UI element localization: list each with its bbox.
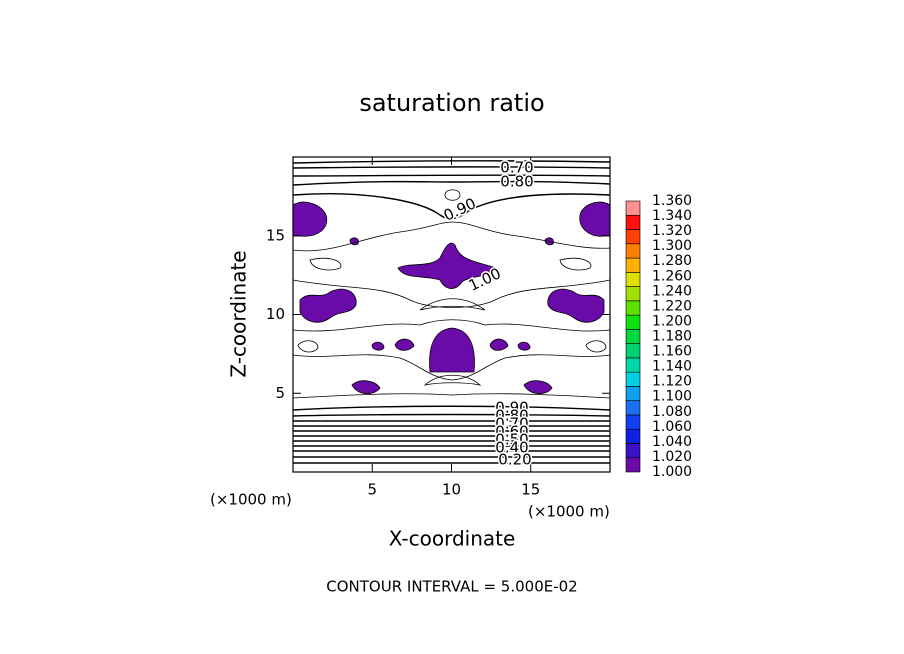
colorbar-label: 1.180 <box>652 329 692 345</box>
x-tick-label: 15 <box>521 481 540 499</box>
contour-line <box>292 193 611 220</box>
shaded-region <box>371 341 385 351</box>
colorbar-label: 1.220 <box>652 298 692 314</box>
colorbar-box <box>625 214 641 230</box>
colorbar-label: 1.360 <box>652 193 692 209</box>
contour-label: 0.70 <box>495 415 528 433</box>
chart-title: saturation ratio <box>359 89 544 117</box>
colorbar-box <box>625 243 641 259</box>
contour-label: 0.60 <box>495 423 528 441</box>
colorbar-box <box>625 386 641 401</box>
colorbar-label: 1.100 <box>652 389 692 405</box>
colorbar-label: 1.060 <box>652 419 692 435</box>
contour-label: 0.90 <box>495 399 528 417</box>
x-axis-label: X-coordinate <box>389 527 516 551</box>
contour-line <box>292 160 611 164</box>
colorbar-box <box>625 286 641 302</box>
shaded-region <box>292 201 328 237</box>
contour-line <box>292 279 611 308</box>
colorbar-label: 1.320 <box>652 223 692 239</box>
colorbar-box <box>625 229 641 245</box>
shaded-region <box>397 242 497 289</box>
colorbar-box <box>625 414 641 430</box>
colorbar-box <box>625 300 641 316</box>
colorbar-label: 1.340 <box>652 208 692 224</box>
x-unit-right: (×1000 m) <box>528 503 610 521</box>
contour-line <box>309 257 342 271</box>
contour-line <box>292 221 611 252</box>
contour-line <box>419 298 486 311</box>
colorbar-box <box>625 371 641 387</box>
shaded-region <box>489 338 509 351</box>
colorbar-label: 1.300 <box>652 238 692 254</box>
contour-line <box>292 354 611 381</box>
shaded-region <box>394 338 415 351</box>
colorbar-box <box>625 314 641 330</box>
shaded-region <box>547 288 605 323</box>
colorbar-box <box>625 428 641 444</box>
contour-line <box>423 374 482 386</box>
colorbar-box <box>625 272 641 287</box>
annotation: CONTOUR INTERVAL = 5.000E-02 <box>326 578 577 596</box>
contour-lines <box>292 160 611 464</box>
contour-line <box>292 319 611 332</box>
x-tick-label: 10 <box>442 481 461 499</box>
colorbar-label: 1.140 <box>652 359 692 375</box>
colorbar-label: 1.280 <box>652 253 692 269</box>
colorbar-label: 1.040 <box>652 434 692 450</box>
shaded-region <box>523 380 553 395</box>
contour-line <box>292 166 611 169</box>
shaded-region <box>351 380 381 395</box>
colorbar-box <box>625 329 641 344</box>
contour-line <box>292 393 611 399</box>
contour-label: 0.20 <box>498 451 531 469</box>
shaded-region <box>299 288 357 323</box>
colorbar-box <box>625 200 641 216</box>
contour-line <box>292 180 611 186</box>
contour-label: 0.90 <box>441 194 479 224</box>
filled-regions <box>292 201 611 395</box>
colorbar-label: 1.240 <box>652 283 692 299</box>
contour-line <box>297 340 319 353</box>
y-tick-label: 15 <box>266 226 285 244</box>
x-tick-label: 5 <box>367 481 377 499</box>
contour-line <box>292 405 611 411</box>
contour-label: 0.50 <box>495 431 528 449</box>
contour-line <box>292 413 611 417</box>
contour-line <box>444 189 461 201</box>
colorbar-box <box>625 357 641 373</box>
shaded-region <box>579 201 611 237</box>
colorbar-label: 1.000 <box>652 464 692 480</box>
colorbar-label: 1.020 <box>652 449 692 465</box>
contour-label: 0.40 <box>495 439 528 457</box>
colorbar-box <box>625 443 641 459</box>
contour-label: 0.70 <box>500 159 533 177</box>
y-tick-label: 5 <box>275 384 285 402</box>
colorbar-box <box>625 457 641 473</box>
contour-line <box>559 257 592 271</box>
contour-line <box>585 340 607 353</box>
colorbar-box <box>625 343 641 359</box>
shaded-region <box>517 341 531 351</box>
colorbar-label: 1.160 <box>652 344 692 360</box>
contour-line <box>292 174 611 177</box>
colorbar-label: 1.080 <box>652 404 692 420</box>
x-unit-left: (×1000 m) <box>210 491 292 509</box>
shaded-region <box>429 327 475 373</box>
colorbar-label: 1.200 <box>652 313 692 329</box>
colorbar-box <box>625 257 641 273</box>
colorbar-box <box>625 400 641 416</box>
y-axis-label: Z-coordinate <box>227 250 251 377</box>
colorbar-label: 1.260 <box>652 268 692 284</box>
contour-label: 0.80 <box>500 173 533 191</box>
colorbar-label: 1.120 <box>652 374 692 390</box>
y-tick-label: 10 <box>266 305 285 323</box>
contour-label: 0.80 <box>495 407 528 425</box>
